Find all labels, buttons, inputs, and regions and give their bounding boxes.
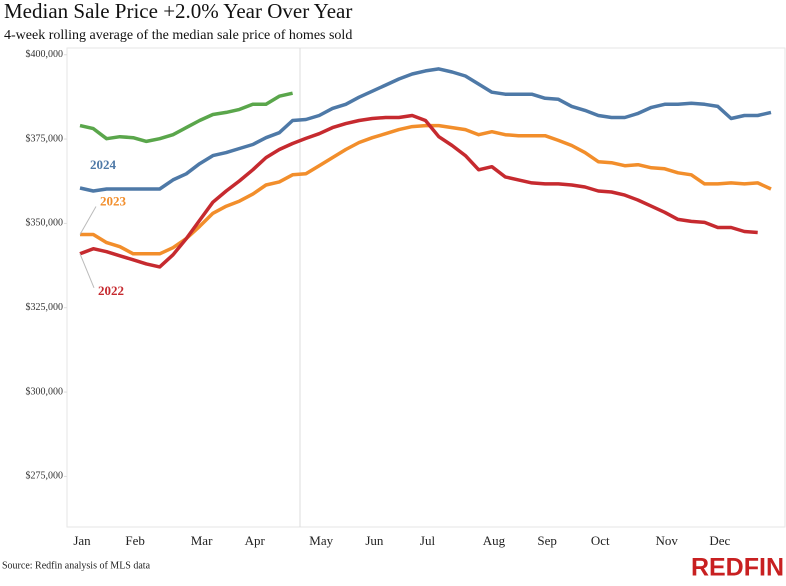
plot-frame bbox=[66, 47, 786, 528]
x-tick-label: Mar bbox=[191, 533, 213, 548]
source-note: Source: Redfin analysis of MLS data bbox=[2, 560, 151, 571]
x-tick-label: Oct bbox=[591, 533, 610, 548]
label-leader bbox=[79, 206, 97, 235]
y-tick-label: $400,000 bbox=[26, 49, 64, 60]
x-tick-label: May bbox=[309, 533, 333, 548]
series-line bbox=[79, 113, 758, 269]
y-tick-label: $350,000 bbox=[26, 218, 64, 229]
series-line bbox=[79, 91, 293, 144]
x-tick-label: Apr bbox=[245, 533, 266, 548]
x-tick-label: Aug bbox=[483, 533, 506, 548]
series-label: 2022 bbox=[98, 283, 124, 298]
brand-logo: REDFIN bbox=[691, 554, 784, 581]
series-line bbox=[79, 67, 772, 193]
x-tick-label: Dec bbox=[709, 533, 730, 548]
x-tick-label: Jul bbox=[420, 533, 436, 548]
label-leader bbox=[79, 253, 95, 288]
y-tick-label: $325,000 bbox=[26, 302, 64, 313]
chart-title: Median Sale Price +2.0% Year Over Year bbox=[4, 0, 352, 23]
x-tick-label: Sep bbox=[537, 533, 557, 548]
x-tick-label: Jun bbox=[365, 533, 384, 548]
series-line bbox=[80, 123, 772, 256]
y-tick-label: $375,000 bbox=[26, 133, 64, 144]
chart-subtitle: 4-week rolling average of the median sal… bbox=[4, 28, 352, 43]
series-label: 2024 bbox=[90, 157, 117, 172]
x-tick-label: Nov bbox=[655, 533, 678, 548]
x-tick-label: Jan bbox=[73, 533, 91, 548]
series-label: 2023 bbox=[100, 194, 127, 209]
y-tick-label: $300,000 bbox=[26, 386, 64, 397]
y-tick-label: $275,000 bbox=[26, 471, 64, 482]
x-tick-label: Feb bbox=[125, 533, 145, 548]
